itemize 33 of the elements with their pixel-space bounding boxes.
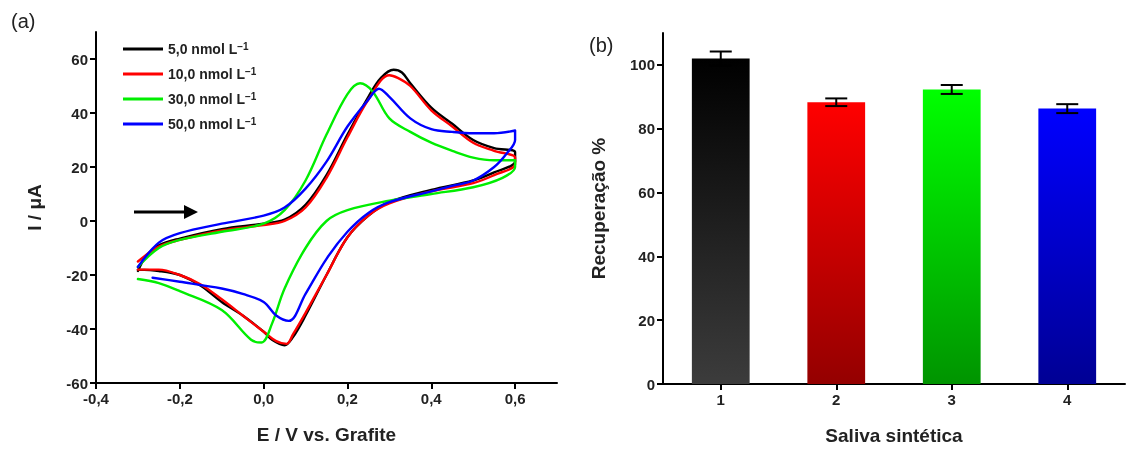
y-tick-label: 0: [79, 212, 88, 230]
y-tick-label: 60: [638, 184, 655, 202]
bar: [1038, 108, 1097, 384]
chart-title: (a): [11, 10, 36, 32]
x-axis-title: Saliva sintética: [825, 425, 964, 446]
bar: [807, 102, 866, 384]
y-tick-label: 40: [638, 247, 655, 265]
x-tick-label: 1: [716, 391, 725, 408]
y-tick-label: 100: [629, 56, 655, 74]
y-tick-label: 20: [71, 158, 88, 176]
y-tick-label: -40: [66, 320, 88, 338]
x-tick-label: -0,4: [83, 390, 110, 407]
x-tick-label: 0,6: [504, 390, 526, 407]
y-tick-label: -20: [66, 266, 88, 284]
y-tick-label: 0: [646, 375, 655, 393]
chart-title: (b): [589, 34, 614, 56]
x-tick-label: 0,4: [420, 390, 443, 407]
y-axis-title: I / μA: [24, 183, 45, 231]
y-axis-title: Recuperação %: [588, 137, 609, 280]
bar: [691, 58, 750, 384]
x-tick-label: 0,0: [253, 390, 275, 407]
y-tick-label: 80: [638, 120, 655, 138]
x-tick-label: 2: [832, 391, 841, 408]
x-tick-label: 0,2: [337, 390, 358, 407]
y-tick-label: 40: [71, 104, 88, 122]
y-tick-label: 60: [71, 50, 88, 68]
x-tick-label: -0,2: [166, 390, 193, 407]
x-axis-title: E / V vs. Grafite: [256, 424, 397, 445]
y-tick-label: 20: [638, 311, 655, 329]
bar: [922, 89, 981, 384]
x-tick-label: 4: [1063, 391, 1073, 408]
y-tick-label: -60: [66, 374, 88, 392]
x-tick-label: 3: [947, 391, 956, 408]
